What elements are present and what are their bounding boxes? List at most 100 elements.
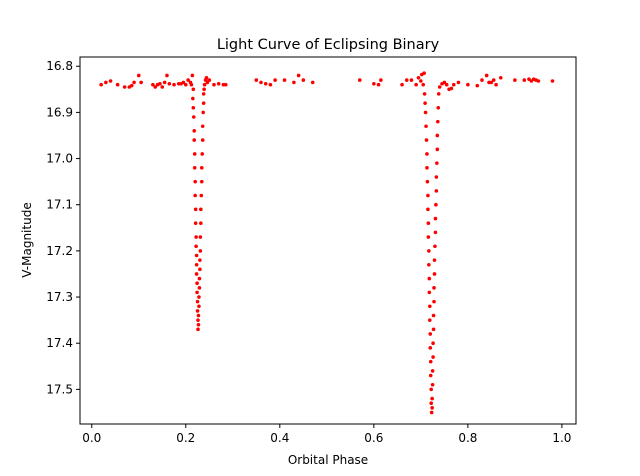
data-point bbox=[422, 71, 426, 75]
data-point bbox=[216, 81, 221, 86]
data-point bbox=[484, 73, 489, 78]
data-point bbox=[480, 78, 484, 82]
data-point bbox=[426, 207, 430, 212]
data-point bbox=[466, 82, 470, 87]
data-point bbox=[435, 119, 440, 124]
y-tick-label: 17.1 bbox=[46, 198, 73, 212]
data-point bbox=[430, 382, 435, 387]
data-point bbox=[421, 82, 426, 87]
data-point bbox=[194, 272, 199, 276]
data-point bbox=[430, 396, 434, 401]
data-point bbox=[550, 79, 555, 83]
data-point bbox=[160, 85, 165, 89]
data-point bbox=[427, 318, 432, 322]
data-point bbox=[151, 82, 155, 87]
data-points bbox=[99, 71, 555, 415]
data-point bbox=[376, 82, 381, 87]
data-point bbox=[194, 262, 199, 267]
data-point bbox=[132, 80, 136, 85]
data-point bbox=[428, 346, 433, 350]
data-point bbox=[254, 78, 259, 82]
data-point bbox=[404, 78, 409, 82]
data-point bbox=[196, 313, 201, 318]
data-point bbox=[212, 82, 216, 87]
data-point bbox=[199, 207, 203, 212]
data-point bbox=[432, 258, 437, 262]
data-point bbox=[199, 179, 204, 184]
data-point bbox=[273, 78, 277, 82]
data-point bbox=[442, 80, 447, 85]
data-point bbox=[423, 101, 427, 105]
data-point bbox=[196, 318, 200, 322]
data-point bbox=[425, 179, 430, 184]
x-tick-label: 0.2 bbox=[176, 431, 195, 445]
data-point bbox=[498, 75, 503, 80]
data-point bbox=[196, 327, 200, 332]
data-point bbox=[433, 230, 438, 235]
data-point bbox=[434, 189, 439, 193]
data-point bbox=[192, 138, 197, 142]
data-point bbox=[427, 304, 432, 309]
data-point bbox=[436, 105, 441, 110]
data-point bbox=[200, 152, 205, 156]
x-tick-label: 1.0 bbox=[552, 431, 571, 445]
data-point bbox=[139, 80, 143, 85]
data-point bbox=[433, 244, 437, 249]
data-point bbox=[199, 221, 203, 225]
data-point bbox=[191, 87, 196, 92]
data-point bbox=[195, 309, 200, 313]
data-point bbox=[422, 92, 427, 96]
data-point bbox=[426, 193, 430, 198]
data-point bbox=[186, 78, 190, 82]
data-point bbox=[104, 80, 108, 85]
data-point bbox=[428, 332, 433, 336]
data-point bbox=[433, 216, 438, 221]
data-point bbox=[202, 87, 206, 92]
data-point bbox=[189, 82, 194, 87]
data-point bbox=[198, 258, 202, 262]
data-point bbox=[430, 369, 435, 373]
data-point bbox=[122, 85, 127, 89]
data-point bbox=[99, 82, 103, 87]
data-point bbox=[162, 80, 167, 85]
data-point bbox=[153, 85, 158, 89]
x-axis-ticks: 0.0 0.2 0.4 0.6 0.8 1.0 bbox=[82, 424, 571, 445]
data-point bbox=[431, 327, 436, 332]
data-point bbox=[429, 410, 434, 415]
data-point bbox=[437, 85, 442, 89]
data-point bbox=[428, 359, 433, 364]
data-point bbox=[194, 253, 199, 258]
data-point bbox=[191, 105, 196, 110]
data-point bbox=[201, 110, 205, 115]
plot-frame bbox=[79, 56, 577, 425]
data-point bbox=[223, 82, 228, 87]
data-point bbox=[198, 267, 202, 272]
data-point bbox=[199, 193, 204, 198]
data-point bbox=[192, 152, 197, 156]
data-point bbox=[426, 221, 431, 225]
data-point bbox=[432, 286, 436, 290]
data-point bbox=[191, 115, 196, 119]
data-point bbox=[449, 86, 454, 91]
data-point bbox=[197, 276, 202, 281]
data-point bbox=[431, 355, 435, 359]
x-tick-label: 0.6 bbox=[364, 431, 383, 445]
x-tick-label: 0.0 bbox=[82, 431, 101, 445]
data-point bbox=[357, 78, 362, 82]
data-point bbox=[183, 82, 188, 87]
data-point bbox=[379, 78, 383, 82]
data-point bbox=[198, 235, 203, 239]
data-point bbox=[431, 341, 435, 346]
data-point bbox=[427, 276, 432, 281]
data-point bbox=[197, 286, 202, 290]
x-tick-label: 0.4 bbox=[270, 431, 289, 445]
y-tick-label: 17.5 bbox=[46, 382, 73, 396]
data-point bbox=[190, 73, 195, 78]
data-point bbox=[489, 80, 494, 85]
data-point bbox=[158, 81, 162, 86]
chart-title: Light Curve of Eclipsing Binary bbox=[217, 37, 440, 53]
data-point bbox=[491, 78, 496, 82]
data-point bbox=[263, 81, 268, 86]
data-point bbox=[419, 79, 423, 83]
